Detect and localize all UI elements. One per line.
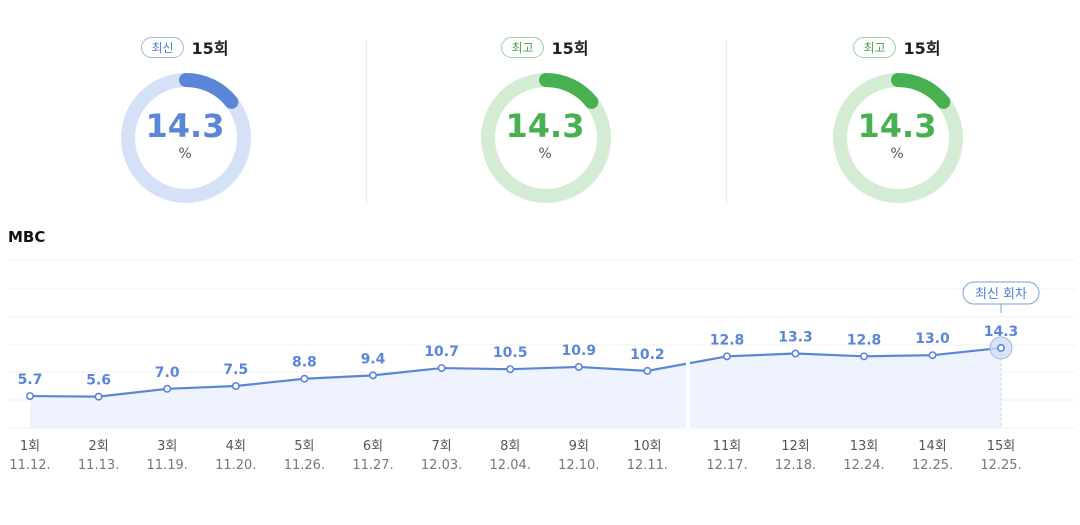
card-divider: [366, 40, 367, 205]
x-tick-date: 11.13.: [78, 458, 119, 473]
rating-unit: %: [890, 146, 904, 162]
data-point[interactable]: [506, 365, 515, 374]
x-tick-date: 11.12.: [9, 458, 50, 473]
data-point[interactable]: [928, 351, 937, 360]
ratings-line-chart: 5.7 1회 11.12. 5.6 2회 11.13. 7.0 3회 11.19. 7.5 4회 11…: [8, 259, 1075, 473]
data-label: 10.9: [562, 343, 597, 359]
x-tick-episode: 13회: [850, 439, 879, 454]
best-badge: 최고: [853, 36, 896, 58]
x-tick-episode: 10회: [633, 439, 662, 454]
x-tick-date: 12.11.: [627, 458, 668, 473]
x-tick-episode: 9회: [569, 439, 589, 454]
x-tick-episode: 7회: [431, 439, 451, 454]
best-rating-card: 최고 15회 14.3 %: [767, 28, 1027, 218]
x-tick-date: 12.24.: [843, 458, 884, 473]
x-tick-date: 11.26.: [284, 458, 325, 473]
rating-value: 14.3: [145, 107, 225, 145]
latest-badge: 최신: [141, 36, 184, 58]
panel-gap: [686, 250, 690, 490]
rating-value: 14.3: [505, 107, 585, 145]
x-tick-date: 12.03.: [421, 458, 462, 473]
rating-unit: %: [178, 146, 192, 162]
x-tick-episode: 5회: [294, 439, 314, 454]
x-tick-episode: 11회: [713, 439, 742, 454]
data-label: 8.8: [292, 355, 317, 371]
x-tick-episode: 12회: [781, 439, 810, 454]
data-label: 13.3: [778, 330, 813, 346]
x-tick-episode: 6회: [363, 439, 383, 454]
episode-label: 15회: [551, 39, 589, 58]
episode-label: 15회: [191, 39, 229, 58]
x-tick-date: 11.27.: [352, 458, 393, 473]
card-header: 최고 15회: [767, 35, 1027, 59]
data-point[interactable]: [722, 352, 731, 361]
data-point[interactable]: [300, 374, 309, 383]
x-tick-date: 11.19.: [147, 458, 188, 473]
x-tick-episode: 14회: [918, 439, 947, 454]
data-label: 10.7: [424, 344, 459, 360]
best-badge: 최고: [501, 36, 544, 58]
data-point[interactable]: [163, 384, 172, 393]
data-point[interactable]: [859, 352, 868, 361]
donut-progress-arc: [179, 73, 239, 109]
rating-value: 14.3: [857, 107, 937, 145]
data-label: 13.0: [915, 331, 950, 347]
data-point[interactable]: [791, 349, 800, 358]
card-header: 최고 15회: [415, 35, 675, 59]
channel-name: MBC: [8, 228, 46, 246]
data-point[interactable]: [996, 343, 1005, 352]
data-label: 5.6: [86, 373, 111, 389]
data-label: 7.0: [155, 365, 180, 381]
data-label: 9.4: [361, 351, 386, 367]
x-tick-date: 12.10.: [558, 458, 599, 473]
data-point[interactable]: [437, 364, 446, 373]
data-label: 10.2: [630, 347, 665, 363]
data-point[interactable]: [574, 362, 583, 371]
data-point[interactable]: [25, 392, 34, 401]
latest-rating-card: 최신 15회 14.3 %: [55, 28, 315, 218]
data-point[interactable]: [368, 371, 377, 380]
x-tick-date: 11.20.: [215, 458, 256, 473]
series-area: [30, 347, 1001, 428]
data-label: 5.7: [18, 372, 43, 388]
x-tick-date: 12.18.: [775, 458, 816, 473]
data-label: 12.8: [847, 332, 882, 348]
rating-donut: [833, 73, 963, 203]
rating-donut: [121, 73, 251, 203]
x-tick-date: 12.25.: [980, 458, 1021, 473]
best-rating-card: 최고 15회 14.3 %: [415, 28, 675, 218]
card-divider: [726, 40, 727, 205]
callout-text: 최신 회차: [975, 287, 1027, 302]
data-label: 7.5: [223, 362, 248, 378]
x-tick-episode: 2회: [88, 439, 108, 454]
x-tick-episode: 3회: [157, 439, 177, 454]
data-point[interactable]: [94, 392, 103, 401]
x-tick-date: 12.04.: [490, 458, 531, 473]
donut-progress-arc: [539, 73, 599, 109]
x-tick-episode: 8회: [500, 439, 520, 454]
card-header: 최신 15회: [55, 35, 315, 59]
data-label: 14.3: [984, 324, 1019, 340]
data-point[interactable]: [231, 382, 240, 391]
latest-episode-callout: 최신 회차: [962, 281, 1040, 313]
donut-progress-arc: [891, 73, 951, 109]
data-point[interactable]: [643, 366, 652, 375]
rating-unit: %: [538, 146, 552, 162]
data-label: 10.5: [493, 345, 528, 361]
x-tick-episode: 15회: [987, 439, 1016, 454]
x-tick-episode: 4회: [226, 439, 246, 454]
x-tick-episode: 1회: [20, 439, 40, 454]
episode-label: 15회: [903, 39, 941, 58]
rating-donut: [481, 73, 611, 203]
x-tick-date: 12.25.: [912, 458, 953, 473]
x-tick-date: 12.17.: [706, 458, 747, 473]
data-label: 12.8: [710, 332, 745, 348]
